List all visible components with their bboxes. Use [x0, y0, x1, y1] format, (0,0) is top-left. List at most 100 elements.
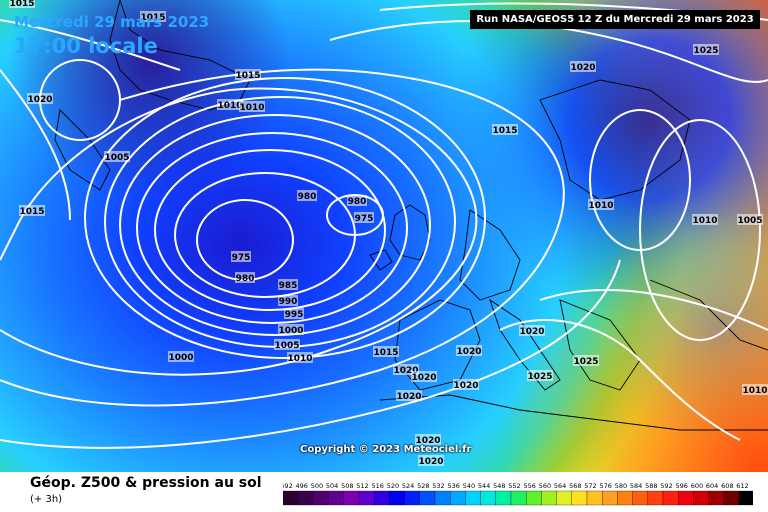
- scale-tick-label: 592: [660, 482, 672, 490]
- label-1020-france: 1020: [456, 347, 481, 357]
- label-1000-b: 1000: [168, 353, 193, 363]
- scale-swatch: [556, 490, 572, 506]
- scale-tick-label: 584: [630, 482, 642, 490]
- scale-tick-label: 544: [478, 482, 490, 490]
- black-sea-coast: [649, 279, 768, 351]
- label-995: 995: [285, 310, 304, 320]
- label-985: 985: [279, 281, 298, 291]
- label-1020-iberia: 1020: [393, 366, 418, 376]
- isobar-1005: [84, 77, 486, 359]
- scale-swatch: [389, 490, 405, 506]
- isobar-1015: [0, 68, 565, 407]
- scale-swatch: [510, 490, 527, 506]
- scale-tick-label: 556: [523, 482, 535, 490]
- scale-tick-label: 500: [311, 482, 323, 490]
- isobar-1020-east: [539, 289, 768, 331]
- scale-tick-label: 572: [584, 482, 596, 490]
- scale-swatch: [723, 490, 740, 506]
- isobar-1015-top: [0, 19, 181, 71]
- scale-tick-label: 536: [447, 482, 459, 490]
- legend-title: Géop. Z500 & pression au sol: [30, 475, 262, 491]
- label-1015-far-west: 1015: [19, 207, 44, 217]
- scale-swatch: [647, 490, 664, 506]
- isobar-980: [174, 172, 356, 298]
- pressure-labels: 1015 1015 1020 1015 1010 1010 1005 1015 …: [9, 0, 768, 467]
- label-980-low-a: 980: [298, 192, 317, 202]
- scale-swatch: [298, 490, 314, 506]
- scale-tick-label: 504: [326, 482, 338, 490]
- scale-swatch: [480, 490, 496, 506]
- scale-tick-label: 492: [283, 482, 293, 490]
- scale-swatch: [617, 490, 633, 506]
- scale-swatch: [693, 490, 709, 506]
- scale-swatch: [526, 490, 542, 506]
- label-1020-west: 1020: [27, 95, 52, 105]
- scale-tick-label: 600: [691, 482, 703, 490]
- label-1025-balkans: 1025: [573, 357, 598, 367]
- isobar-1010: [0, 87, 478, 376]
- label-990: 990: [279, 297, 298, 307]
- scale-swatch: [404, 490, 420, 506]
- isobar-1020-north: [329, 20, 768, 83]
- north-africa-coast: [379, 394, 768, 431]
- label-1020-africa-a: 1020: [415, 436, 440, 446]
- scale-swatch: [313, 490, 329, 506]
- scale-tick-label: 576: [599, 482, 611, 490]
- label-1025-ne: 1025: [693, 46, 718, 56]
- scale-tick-label: 516: [371, 482, 383, 490]
- scale-tick-label: 588: [645, 482, 657, 490]
- scale-swatch: [708, 490, 724, 506]
- color-scale: 4924965005045085125165205245285325365405…: [283, 482, 753, 506]
- forecast-local-time: 17:00 locale: [14, 34, 158, 58]
- label-1010-iceland-a: 1010: [217, 101, 242, 111]
- scale-tick-label: 568: [569, 482, 581, 490]
- scale-swatch: [283, 490, 299, 506]
- label-1020-alps: 1020: [519, 327, 544, 337]
- scale-swatch: [586, 490, 603, 506]
- isobars: [0, 2, 768, 449]
- scale-tick-label: 532: [432, 482, 444, 490]
- label-975-low-a: 975: [232, 253, 251, 263]
- scale-swatch: [571, 490, 588, 506]
- scandinavia-coast: [539, 79, 691, 201]
- scale-tick-label: 548: [493, 482, 505, 490]
- label-980-low-c: 980: [236, 274, 255, 284]
- scale-swatch: [495, 490, 512, 506]
- scale-tick-label: 596: [675, 482, 687, 490]
- label-1015-iceland: 1015: [235, 71, 260, 81]
- scale-tick-label: 520: [387, 482, 399, 490]
- isobar-985: [154, 149, 386, 311]
- scale-tick-label: 564: [554, 482, 566, 490]
- scale-tick-label: 604: [706, 482, 718, 490]
- label-1015-top-center: 1015: [140, 13, 165, 23]
- europe-coast-north: [459, 209, 521, 301]
- scale-tick-label: 512: [356, 482, 368, 490]
- label-1015-top-left: 1015: [9, 0, 34, 9]
- scale-swatch: [465, 490, 481, 506]
- isobar-1025-med: [499, 319, 741, 441]
- scale-swatch: [434, 490, 451, 506]
- scale-swatch: [343, 490, 360, 506]
- arctic-island-coast: [54, 109, 111, 191]
- scale-tick-label: 612: [736, 482, 748, 490]
- label-1020-sw: 1020: [396, 392, 421, 402]
- scale-tick-label: 540: [463, 482, 475, 490]
- scale-swatch: [358, 490, 375, 506]
- scale-swatch: [328, 490, 344, 506]
- scale-tick-label: 608: [721, 482, 733, 490]
- label-1020-africa-b: 1020: [418, 457, 443, 467]
- label-1005-a: 1005: [274, 341, 299, 351]
- scale-tick-label: 508: [341, 482, 353, 490]
- scale-tick-label: 496: [295, 482, 307, 490]
- label-1010-scand: 1010: [588, 201, 613, 211]
- label-1010-iceland-b: 1010: [239, 103, 264, 113]
- model-run-banner: Run NASA/GEOS5 12 Z du Mercredi 29 mars …: [470, 10, 760, 29]
- legend-subtitle: (+ 3h): [30, 494, 63, 505]
- scale-swatch: [662, 490, 679, 506]
- scale-swatch: [738, 490, 753, 506]
- label-975-low-b: 975: [355, 214, 374, 224]
- scale-swatch: [602, 490, 618, 506]
- label-1020-north: 1020: [570, 63, 595, 73]
- label-1025-italy: 1025: [527, 372, 552, 382]
- scale-tick-label: 524: [402, 482, 414, 490]
